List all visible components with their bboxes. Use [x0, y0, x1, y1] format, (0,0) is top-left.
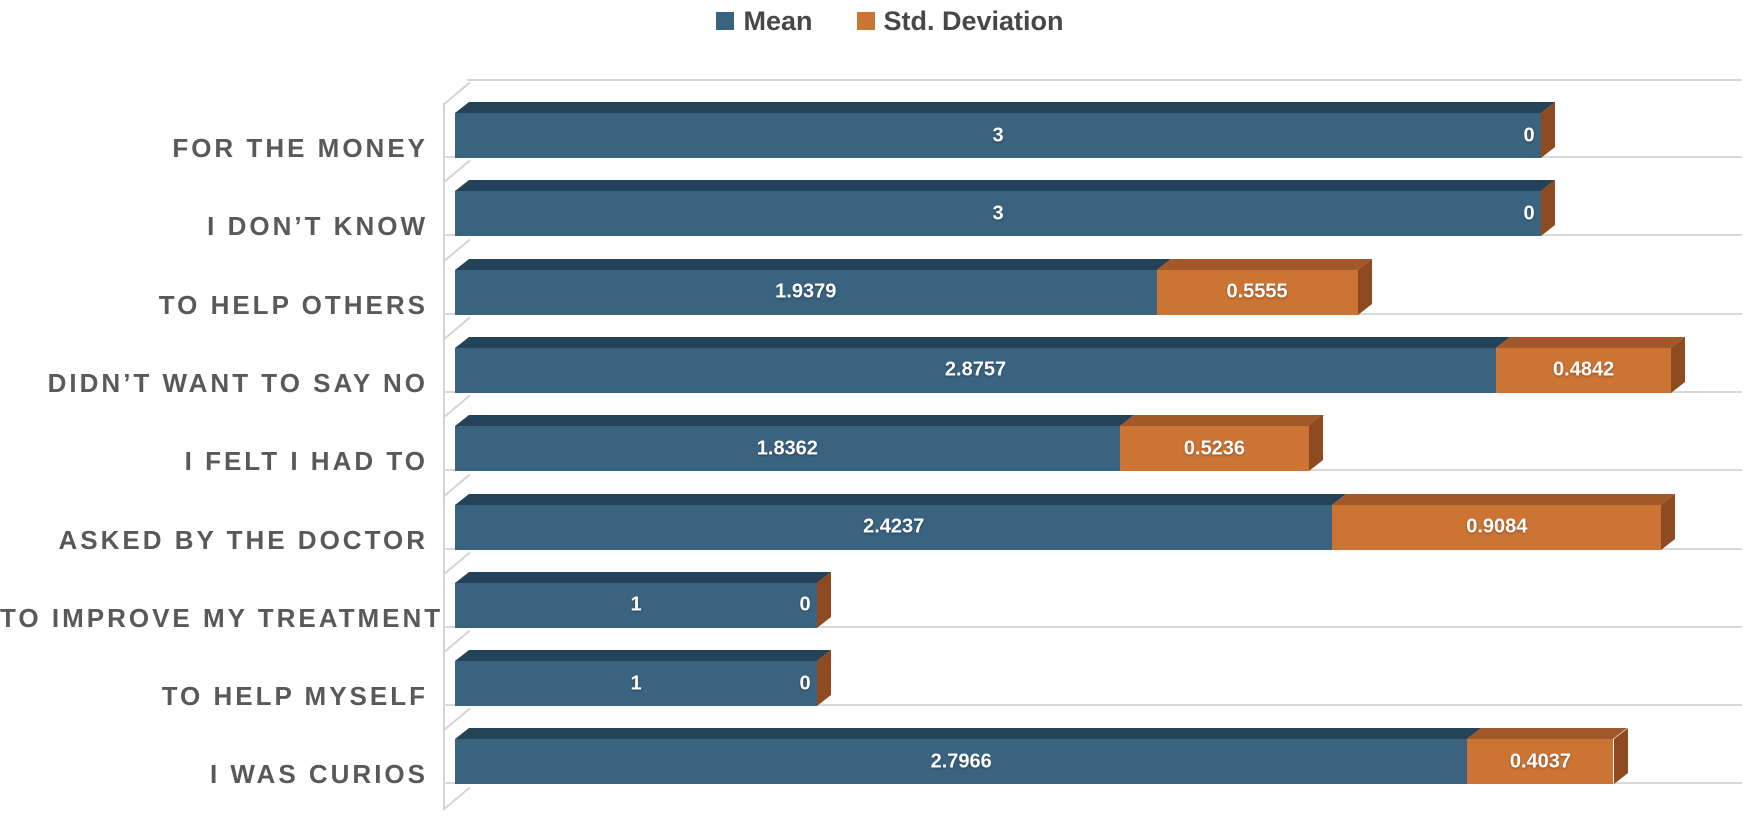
value-label-mean: 2.4237	[863, 515, 925, 538]
bar-end-side-face	[1309, 415, 1324, 472]
bar-segment-mean	[455, 739, 1468, 785]
bar-segment-mean-top-face	[455, 258, 1171, 270]
bar-segment-sd-top-face	[1496, 336, 1686, 348]
category-label: ASKED BY THE DOCTOR	[58, 524, 428, 555]
category-boundary-depth-line	[442, 786, 471, 811]
value-label-mean: 1.8362	[756, 437, 818, 460]
bar-segment-mean	[455, 426, 1120, 472]
value-label-mean: 1	[630, 593, 642, 616]
bar-segment-mean-top-face	[455, 180, 1555, 192]
bar-segment-mean	[455, 269, 1157, 315]
bar-end-side-face	[1671, 336, 1686, 393]
value-label-sd: 0.9084	[1466, 515, 1528, 538]
category-boundary-depth-line	[442, 81, 471, 106]
bar-end-side-face	[1541, 180, 1555, 237]
value-label-sd: 0	[799, 672, 811, 695]
plot-frame-top-line	[467, 79, 1742, 81]
bar-segment-mean-top-face	[455, 728, 1482, 740]
bar-segment-mean-top-face	[455, 650, 831, 662]
bar-segment-sd	[1467, 739, 1614, 785]
value-label-sd: 0.4842	[1553, 358, 1615, 381]
value-label-mean: 3	[992, 124, 1004, 146]
value-label-sd: 0.5555	[1226, 280, 1288, 303]
bar-end-side-face	[817, 571, 831, 628]
bar-end-side-face	[1613, 728, 1628, 785]
category-boundary-depth-line	[442, 473, 471, 498]
category-label: TO IMPROVE MY TREATMENT	[0, 602, 444, 633]
bar-segment-sd	[1119, 426, 1310, 472]
bar-segment-mean	[455, 347, 1496, 393]
bar-segment-mean-top-face	[455, 571, 831, 583]
legend-label-std-deviation: Std. Deviation	[883, 5, 1064, 36]
value-label-sd: 0	[1523, 124, 1535, 146]
bar-end-side-face	[1661, 493, 1676, 550]
value-label-mean: 1.9379	[775, 280, 837, 303]
bar-segment-sd-top-face	[1467, 728, 1628, 740]
legend-swatch-std-deviation-icon	[856, 12, 875, 30]
category-label: FOR THE MONEY	[172, 133, 428, 163]
bar-segment-mean	[455, 582, 817, 628]
bar-segment-sd-top-face	[1332, 493, 1676, 505]
legend-label-mean: Mean	[743, 5, 813, 36]
legend-item-mean: Mean	[716, 5, 813, 37]
bar-end-side-face	[1541, 101, 1555, 158]
value-label-sd: 0.4037	[1509, 750, 1572, 773]
bar-end-side-face	[1357, 258, 1372, 315]
value-label-mean: 2.8757	[944, 358, 1007, 381]
bar-segment-sd	[1156, 269, 1358, 315]
category-label: I WAS CURIOS	[209, 759, 428, 790]
value-label-sd: 0	[799, 593, 811, 616]
row-floor-gridline	[443, 625, 1742, 628]
category-axis-line	[443, 103, 445, 810]
bar-segment-mean	[455, 661, 817, 707]
category-boundary-depth-line	[442, 551, 471, 576]
value-label-mean: 1	[630, 672, 642, 695]
value-label-mean: 2.7966	[930, 750, 992, 773]
bar-segment-sd-top-face	[1156, 258, 1372, 270]
bar-segment-mean	[455, 113, 1541, 158]
legend-item-std-deviation: Std. Deviation	[856, 5, 1064, 37]
value-label-mean: 3	[992, 202, 1004, 225]
legend: Mean Std. Deviation	[0, 2, 1750, 40]
category-label: I DON’T KNOW	[207, 211, 428, 242]
bar-segment-mean-top-face	[455, 493, 1347, 505]
value-label-sd: 0.5236	[1183, 437, 1246, 460]
bar-segment-mean-top-face	[455, 336, 1510, 348]
bar-segment-mean-top-face	[455, 415, 1134, 427]
value-label-sd: 0	[1523, 202, 1535, 225]
category-label: TO HELP OTHERS	[158, 289, 428, 320]
category-label: DIDN’T WANT TO SAY NO	[47, 367, 428, 398]
category-boundary-depth-line	[442, 629, 471, 654]
bar-segment-mean	[455, 191, 1541, 237]
category-boundary-depth-line	[442, 316, 471, 341]
category-label: TO HELP MYSELF	[161, 681, 428, 712]
row-floor-gridline	[443, 704, 1742, 707]
bar-segment-sd	[1332, 504, 1662, 550]
bar-segment-mean	[455, 504, 1333, 550]
bar-end-side-face	[817, 650, 831, 707]
category-boundary-depth-line	[442, 394, 471, 419]
bar-segment-sd	[1496, 347, 1672, 393]
category-boundary-depth-line	[442, 238, 471, 263]
bar-segment-sd-top-face	[1119, 415, 1324, 427]
category-label: I FELT I HAD TO	[184, 446, 428, 477]
legend-swatch-mean-icon	[716, 12, 735, 30]
bar-segment-mean-top-face	[455, 102, 1555, 113]
